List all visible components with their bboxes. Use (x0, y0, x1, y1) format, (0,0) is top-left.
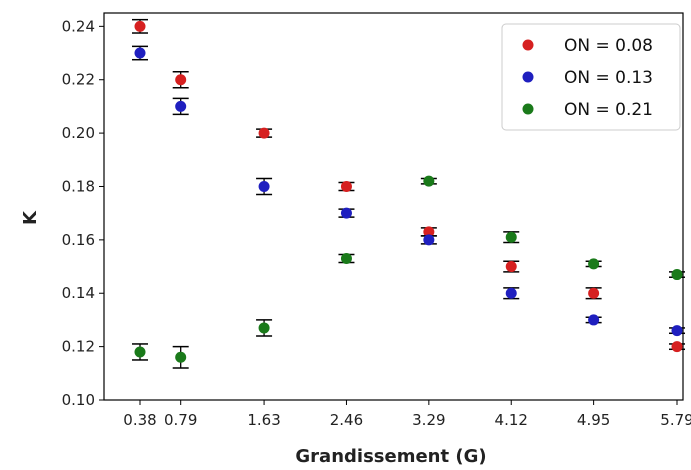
y-tick-label: 0.20 (62, 124, 95, 142)
data-point (671, 341, 683, 353)
x-tick-label: 5.79 (660, 411, 691, 429)
y-tick-label: 0.22 (62, 71, 95, 89)
data-point (423, 234, 435, 246)
x-tick-label: 0.79 (164, 411, 197, 429)
legend-item: ON = 0.08 (522, 36, 653, 56)
y-axis-ticks: 0.10 0.12 0.14 0.16 0.18 0.20 0.22 0.24 (62, 17, 104, 409)
data-point (505, 287, 517, 299)
x-tick-label: 4.95 (577, 411, 610, 429)
x-tick-label: 3.29 (412, 411, 445, 429)
data-point (175, 74, 187, 86)
series-3 (132, 175, 685, 369)
data-point (340, 207, 352, 219)
data-point (671, 325, 683, 337)
x-tick-label: 4.12 (495, 411, 528, 429)
data-point (258, 180, 270, 192)
x-axis-label: Grandissement (G) (295, 446, 486, 467)
data-point (134, 47, 146, 59)
legend: ON = 0.08 ON = 0.13 ON = 0.21 (501, 23, 681, 131)
data-point (340, 180, 352, 192)
data-point (588, 287, 600, 299)
data-point (258, 127, 270, 139)
data-point (134, 20, 146, 32)
legend-label: ON = 0.13 (564, 68, 653, 88)
data-point (671, 269, 683, 281)
data-point (175, 100, 187, 112)
y-tick-label: 0.16 (62, 231, 95, 249)
data-point (175, 351, 187, 363)
x-axis-ticks: 0.38 0.79 1.63 2.46 3.29 4.12 4.95 5.79 (123, 400, 691, 429)
legend-marker (522, 39, 534, 51)
y-tick-label: 0.18 (62, 177, 95, 195)
y-tick-label: 0.24 (62, 17, 95, 35)
data-point (423, 226, 435, 238)
x-tick-label: 0.38 (123, 411, 156, 429)
y-tick-label: 0.12 (62, 338, 95, 356)
plot-border (103, 12, 684, 401)
y-tick-label: 0.14 (62, 284, 95, 302)
legend-marker (522, 71, 534, 83)
legend-marker (522, 103, 534, 115)
legend-label: ON = 0.21 (564, 100, 653, 120)
y-axis-label: K (20, 210, 41, 225)
data-point (134, 346, 146, 358)
data-series (132, 18, 685, 369)
data-point (588, 314, 600, 326)
legend-box (501, 23, 681, 131)
plot-frame (103, 12, 684, 401)
data-point (505, 261, 517, 273)
legend-item: ON = 0.21 (522, 100, 653, 120)
x-tick-label: 2.46 (330, 411, 363, 429)
data-point (423, 175, 435, 187)
data-point (505, 231, 517, 243)
legend-label: ON = 0.08 (564, 36, 653, 56)
data-point (340, 253, 352, 265)
series-2 (132, 45, 685, 337)
legend-item: ON = 0.13 (522, 68, 653, 88)
data-point (258, 322, 270, 334)
data-point (588, 258, 600, 270)
y-tick-label: 0.10 (62, 391, 95, 409)
x-tick-label: 1.63 (247, 411, 280, 429)
